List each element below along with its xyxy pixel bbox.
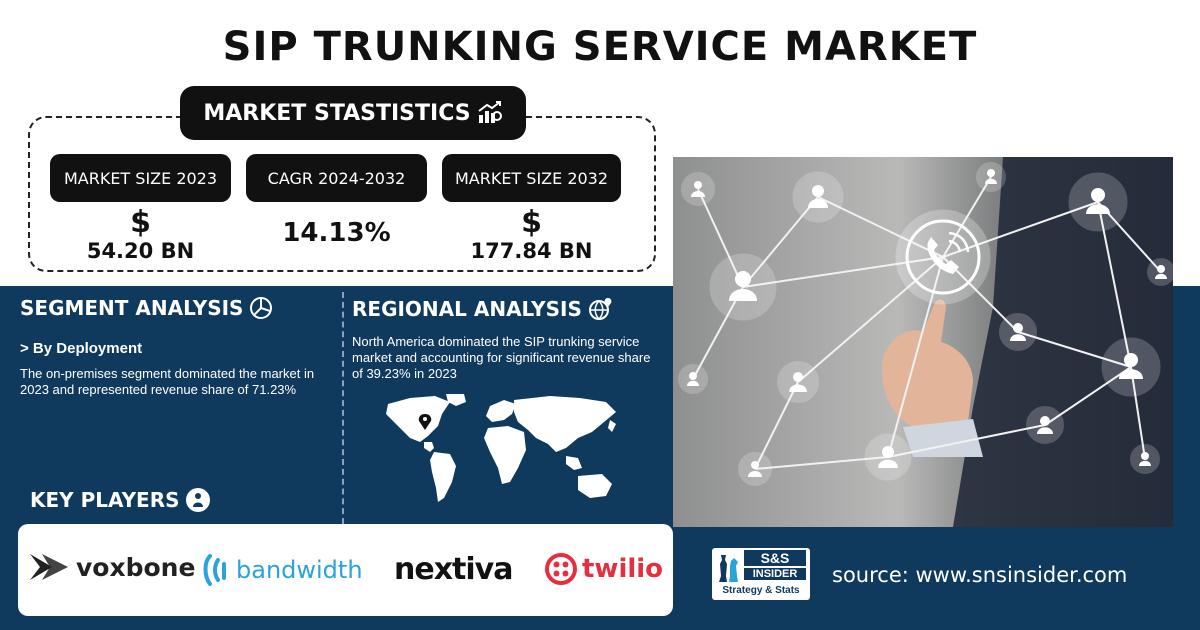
voxbone-mark-icon [30, 554, 68, 580]
bandwidth-logo-text: bandwidth [236, 556, 363, 584]
person-node-icon [709, 253, 777, 321]
regional-heading: REGIONAL ANALYSIS [352, 296, 614, 322]
cagr-label: CAGR 2024-2032 [246, 154, 427, 202]
person-node-icon [792, 171, 844, 223]
key-players-heading-text: KEY PLAYERS [30, 488, 180, 512]
market-size-2032-value: $ 177.84 BN [442, 208, 621, 264]
dollar-icon: $ [130, 205, 151, 240]
person-node-icon [864, 433, 912, 481]
person-node-icon [1147, 258, 1173, 286]
dollar-icon: $ [521, 205, 542, 240]
growth-chart-icon [478, 101, 502, 123]
cagr-value: 14.13% [246, 220, 427, 246]
nextiva-logo-text: nextiva [394, 552, 513, 587]
sns-insider-logo: S&S INSIDER Strategy & Stats [712, 548, 810, 600]
person-icon [185, 488, 210, 512]
chess-pieces-icon [719, 555, 738, 582]
source-text: source: www.snsinsider.com [832, 563, 1128, 587]
market-size-2023-label: MARKET SIZE 2023 [50, 154, 231, 202]
person-node-icon [1101, 337, 1161, 397]
sns-logo-top: S&S [744, 550, 806, 566]
market-size-2032-label: MARKET SIZE 2032 [442, 154, 621, 202]
world-map-image [386, 394, 616, 502]
market-size-2032-amount: 177.84 BN [470, 239, 593, 263]
key-players-heading: KEY PLAYERS [30, 488, 210, 512]
pie-chart-icon [250, 297, 273, 319]
key-players-logos: voxbone bandwidth nextiva twilio [18, 524, 673, 616]
person-node-icon [1068, 172, 1128, 232]
twilio-mark-icon [545, 553, 577, 585]
location-pin-icon [418, 414, 432, 430]
phone-hub-icon [895, 209, 991, 305]
market-size-2023-value: $ 54.20 BN [50, 208, 231, 264]
person-node-icon [678, 364, 708, 394]
section-divider [342, 292, 344, 524]
market-stats-heading-text: MARKET STASTISTICS [203, 100, 471, 126]
network-hand-photo [673, 157, 1173, 527]
segment-heading-text: SEGMENT ANALYSIS [20, 296, 244, 320]
page-title: SIP TRUNKING SERVICE MARKET [222, 24, 978, 70]
person-node-icon [738, 452, 772, 486]
globe-pin-icon [588, 298, 612, 321]
regional-description: North America dominated the SIP trunking… [352, 334, 651, 381]
person-node-icon [777, 361, 819, 403]
market-stats-heading: MARKET STASTISTICS [180, 86, 526, 140]
regional-heading-text: REGIONAL ANALYSIS [352, 297, 582, 321]
twilio-logo: twilio [544, 552, 663, 586]
nextiva-logo: nextiva [394, 552, 513, 587]
sns-logo-bottom: Strategy & Stats [722, 585, 800, 596]
person-node-icon [1130, 444, 1160, 474]
network-person-icons [678, 162, 1173, 486]
voxbone-logo: voxbone [28, 550, 195, 584]
person-node-icon [1026, 406, 1064, 444]
person-node-icon [976, 162, 1006, 192]
hand-image [882, 299, 973, 427]
segment-subheading: > By Deployment [20, 340, 143, 357]
segment-description: The on-premises segment dominated the ma… [20, 366, 315, 397]
segment-heading: SEGMENT ANALYSIS [20, 296, 273, 320]
bandwidth-logo: bandwidth [202, 552, 363, 588]
market-size-2023-amount: 54.20 BN [86, 239, 195, 263]
voxbone-logo-text: voxbone [76, 552, 196, 582]
sns-logo-mid: INSIDER [744, 568, 806, 580]
cagr-amount: 14.13% [282, 218, 391, 248]
twilio-logo-text: twilio [582, 554, 664, 584]
bandwidth-mark-icon [203, 554, 226, 586]
person-node-icon [681, 172, 715, 206]
suit-silhouette [953, 157, 1173, 527]
person-node-icon [999, 313, 1037, 351]
